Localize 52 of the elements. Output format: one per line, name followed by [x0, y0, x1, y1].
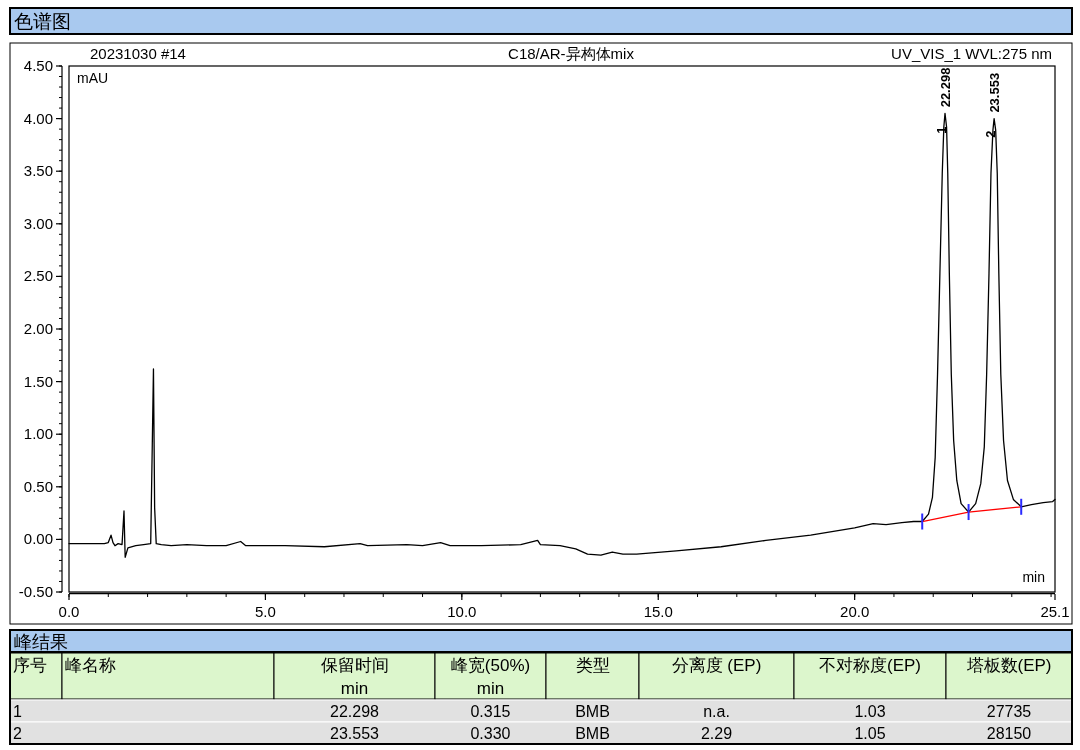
category-label: 分离度 (EP) — [671, 656, 762, 675]
category-label: 峰名称 — [65, 656, 116, 675]
annotation: 2 — [983, 130, 999, 138]
x-tick-label: 10.0 — [447, 603, 477, 620]
y-tick-label: 2.50 — [23, 267, 53, 285]
text: min — [340, 679, 369, 698]
chart-title: 色谱图 — [14, 11, 71, 32]
text: 1.05 — [854, 725, 886, 742]
annotation: 23.553 — [987, 72, 1003, 113]
text: 27735 — [986, 703, 1032, 720]
y-axis-title: mAU — [77, 70, 109, 86]
chart-subtitle: C18/AR-异构体mix — [508, 45, 635, 62]
x-tick-label: 20.0 — [840, 603, 870, 620]
category-label: 序号 — [13, 656, 47, 675]
y-tick-label: 0.00 — [23, 530, 53, 548]
category-label: 不对称度(EP) — [819, 656, 921, 675]
text: 1.03 — [854, 703, 886, 720]
x-tick-label: 5.0 — [254, 603, 276, 620]
text: 2.29 — [700, 725, 733, 742]
y-tick-label: 1.00 — [23, 425, 53, 443]
text: 20231030 #14 — [90, 45, 186, 62]
text: 1 — [13, 703, 22, 720]
y-tick-label: 0.50 — [23, 477, 53, 495]
x-tick-label: 0.0 — [58, 603, 80, 620]
text: UV_VIS_1 WVL:275 nm — [891, 45, 1052, 62]
category-label: 保留时间 — [320, 656, 389, 675]
y-tick-label: 4.00 — [23, 109, 53, 127]
y-tick-label: 3.50 — [23, 162, 53, 180]
y-tick-label: 3.00 — [23, 214, 53, 232]
text: 22.298 — [330, 703, 379, 720]
text: BMB — [575, 725, 610, 742]
category-label: 类型 — [575, 656, 610, 675]
text: n.a. — [703, 703, 730, 720]
x-tick-label: 25.1 — [1040, 603, 1070, 620]
annotation: 22.298 — [937, 67, 953, 108]
x-axis-title: min — [1022, 569, 1045, 585]
category-label: 塔板数(EP) — [965, 656, 1052, 675]
text: 28150 — [986, 725, 1032, 742]
text: 23.553 — [330, 725, 379, 742]
y-tick-label: -0.50 — [18, 583, 53, 600]
text: 峰结果 — [14, 632, 68, 652]
y-tick-label: 1.50 — [23, 372, 53, 390]
annotation: 1 — [934, 126, 950, 134]
text: 0.330 — [470, 725, 511, 742]
x-tick-label: 15.0 — [643, 603, 673, 620]
text: 2 — [13, 725, 22, 742]
text: min — [476, 679, 505, 698]
text: BMB — [575, 703, 610, 720]
y-tick-label: 2.00 — [23, 320, 53, 337]
y-tick-label: 4.50 — [23, 57, 53, 74]
category-label: 峰宽(50%) — [450, 656, 531, 675]
text: 0.315 — [470, 703, 511, 720]
